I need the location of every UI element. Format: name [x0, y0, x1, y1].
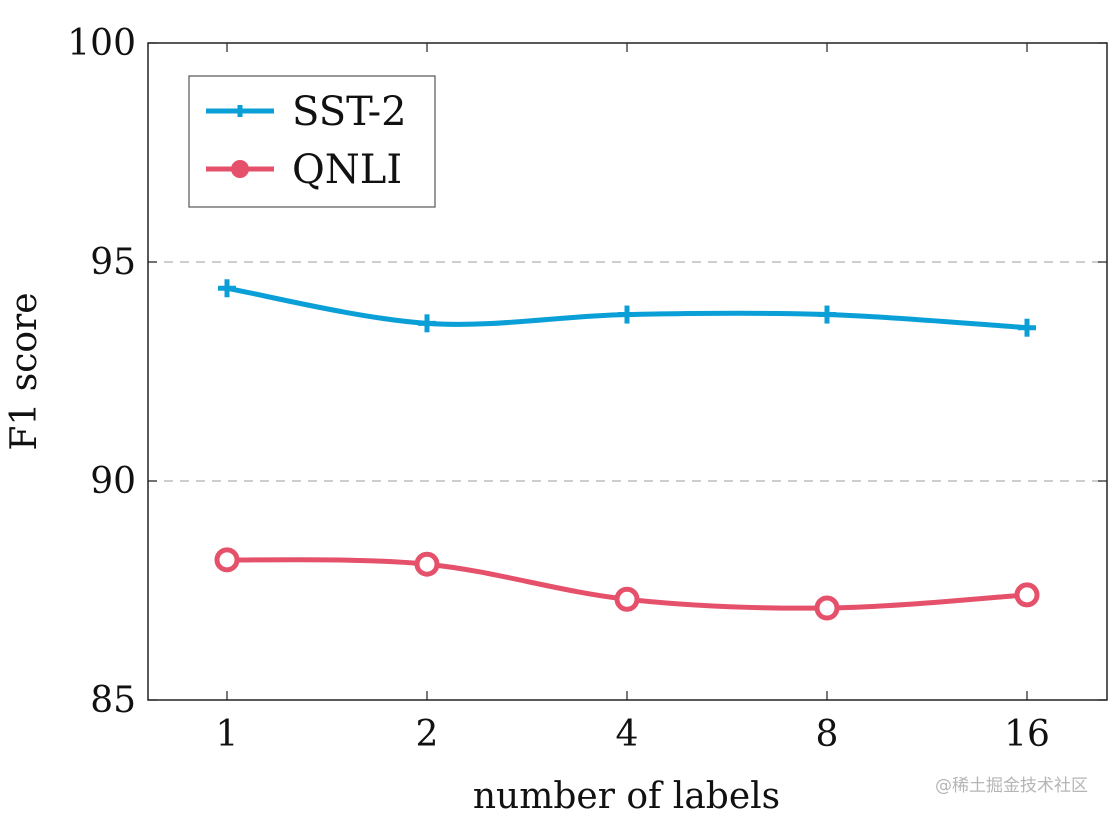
axis-ticks	[148, 42, 1107, 701]
x-axis-title: number of labels	[473, 776, 780, 817]
legend-label: SST-2	[292, 89, 407, 135]
y-tick-label: 100	[67, 23, 136, 64]
y-tick-label: 90	[90, 461, 136, 502]
y-tick-labels: 85 90 95 100	[67, 23, 136, 721]
data-point-qnli	[814, 595, 840, 621]
x-tick-label: 8	[816, 714, 839, 755]
data-point-sst-2	[818, 305, 836, 324]
y-tick-label: 95	[90, 242, 136, 283]
data-point-sst-2	[218, 279, 236, 298]
data-point-qnli	[614, 586, 640, 612]
x-tick-label: 16	[1004, 714, 1050, 755]
x-tick-label: 4	[616, 714, 639, 755]
x-tick-label: 2	[416, 714, 439, 755]
watermark: @稀土掘金技术社区	[935, 776, 1088, 796]
x-tick-label: 1	[216, 714, 239, 755]
data-point-sst-2	[418, 314, 436, 333]
legend-label: QNLI	[292, 147, 402, 193]
legend-marker-circle	[231, 160, 249, 178]
data-point-sst-2	[618, 305, 636, 324]
y-axis-title: F1 score	[4, 292, 45, 450]
legend-box	[188, 75, 436, 208]
data-point-qnli	[214, 547, 240, 573]
legend: SST-2 QNLI	[188, 75, 436, 208]
y-tick-label: 85	[90, 680, 136, 721]
series-markers	[214, 279, 1040, 621]
data-point-qnli	[414, 551, 440, 577]
series-lines	[224, 285, 1030, 611]
data-point-sst-2	[1018, 318, 1036, 337]
data-point-qnli	[1014, 582, 1040, 608]
grid-lines	[148, 261, 1107, 482]
x-tick-labels: 1 2 4 8 16	[216, 714, 1050, 755]
